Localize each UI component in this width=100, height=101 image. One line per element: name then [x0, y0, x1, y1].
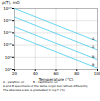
- svg-text:80: 80: [74, 71, 80, 76]
- svg-text:10¹²: 10¹²: [3, 18, 12, 23]
- svg-text:B: B: [92, 55, 95, 59]
- svg-text:40: 40: [33, 71, 39, 76]
- html-text:A - parafinic oil B - naphthen: A - parafinic oil B - naphthenic oil: [3, 80, 58, 84]
- svg-text:20: 20: [12, 71, 18, 76]
- svg-text:100: 100: [94, 71, 100, 76]
- svg-text:10¹⁰: 10¹⁰: [3, 42, 12, 47]
- html-text:The abscissa scale is graduate: The abscissa scale is graduated in log T…: [3, 87, 65, 92]
- svg-text:10⁸: 10⁸: [5, 67, 12, 72]
- svg-text:A: A: [92, 45, 95, 49]
- svg-text:10⁹: 10⁹: [5, 55, 12, 60]
- svg-text:B: B: [92, 63, 95, 67]
- html-text:A and B specimens of the same: A and B specimens of the same origin but…: [3, 83, 88, 88]
- svg-text:10¹³: 10¹³: [3, 6, 12, 11]
- html-text:ρ(T), mΩ: ρ(T), mΩ: [2, 0, 20, 5]
- svg-text:10¹¹: 10¹¹: [3, 30, 12, 35]
- svg-text:A: A: [92, 37, 95, 41]
- svg-text:60: 60: [53, 71, 59, 77]
